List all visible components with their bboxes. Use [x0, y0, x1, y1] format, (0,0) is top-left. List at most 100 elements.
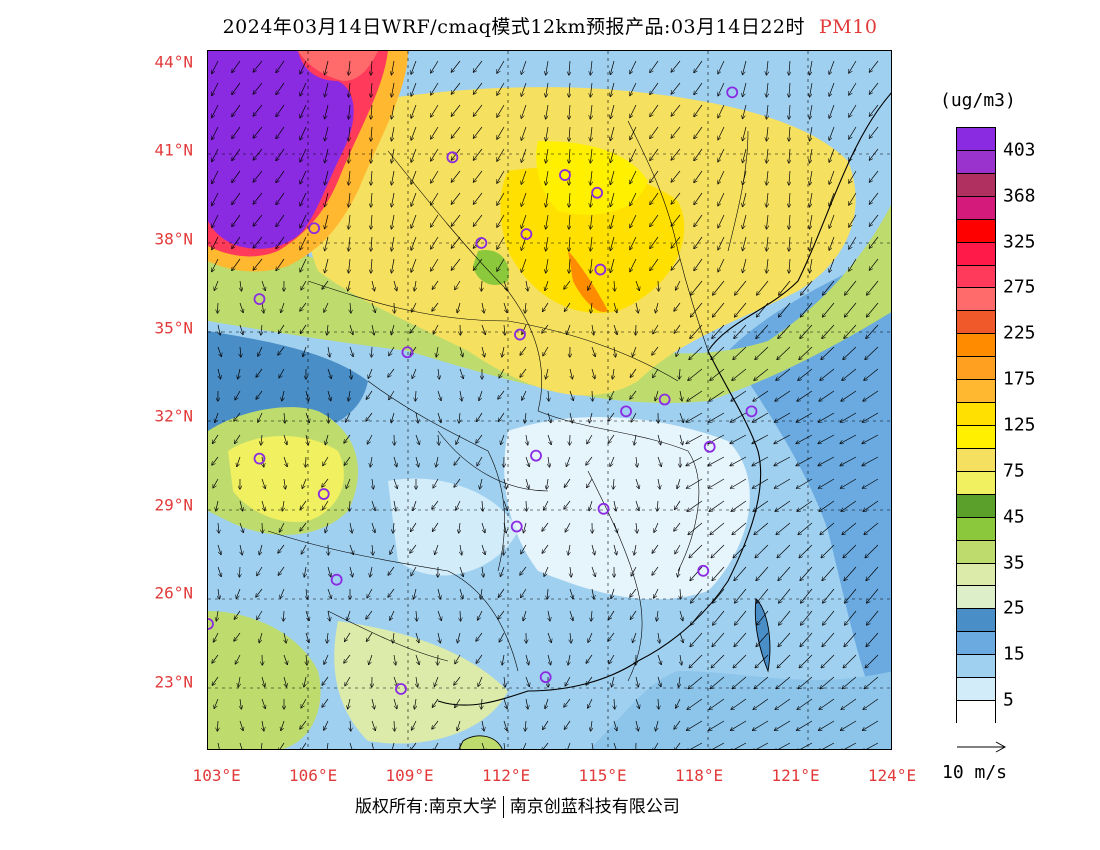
- wind-arrow: [460, 610, 461, 621]
- wind-arrow: [775, 500, 791, 511]
- wind-arrow: [276, 236, 285, 249]
- wind-arrow: [411, 258, 417, 272]
- wind-arrow: [820, 676, 835, 689]
- wind-arrow: [547, 412, 551, 423]
- wind-arrow: [862, 434, 879, 444]
- wind-arrow: [819, 390, 835, 401]
- wind-arrow: [325, 214, 329, 229]
- wind-arrow: [810, 214, 813, 229]
- wind-arrow: [410, 742, 417, 749]
- wind-arrow: [775, 390, 791, 401]
- wind-arrow: [779, 588, 791, 603]
- wind-arrow: [818, 412, 835, 422]
- wind-arrow: [842, 368, 857, 380]
- wind-arrow: [841, 500, 857, 511]
- wind-arrow: [776, 368, 791, 380]
- legend-swatch: [957, 563, 995, 587]
- wind-arrow: [694, 258, 703, 270]
- wind-arrow: [829, 60, 835, 74]
- wind-arrow: [391, 258, 395, 273]
- wind-arrow: [686, 456, 703, 466]
- wind-arrow: [863, 500, 879, 511]
- wind-arrow: [689, 346, 703, 359]
- wind-arrow: [520, 368, 527, 377]
- wind-arrow: [481, 324, 485, 334]
- wind-arrow: [349, 126, 350, 141]
- wind-arrow: [753, 698, 769, 709]
- wind-arrow: [388, 566, 395, 575]
- wind-arrow: [630, 588, 637, 597]
- wind-arrow: [869, 170, 879, 182]
- wind-arrow: [566, 456, 571, 466]
- wind-arrow: [587, 478, 593, 487]
- legend-swatch: [957, 425, 995, 449]
- wind-arrow: [300, 126, 307, 140]
- wind-arrow: [635, 500, 639, 511]
- wind-arrow: [372, 280, 375, 291]
- wind-arrow: [778, 566, 791, 580]
- wind-arrow: [482, 720, 484, 731]
- wind-arrow: [457, 632, 461, 643]
- wind-arrow: [239, 522, 243, 532]
- wind-arrow: [743, 192, 747, 207]
- wind-arrow: [810, 170, 813, 185]
- wind-arrow: [718, 82, 725, 96]
- wind-arrow: [609, 654, 615, 664]
- wind-arrow: [821, 544, 835, 558]
- wind-arrow: [674, 522, 681, 531]
- wind-arrow: [591, 610, 592, 621]
- wind-arrow: [869, 148, 879, 160]
- wind-arrow: [843, 346, 857, 359]
- wind-arrow: [608, 632, 615, 641]
- wind-arrow: [503, 698, 507, 708]
- wind-arrow: [631, 412, 637, 422]
- legend-label: 75: [1003, 460, 1025, 482]
- wind-arrow: [679, 368, 680, 379]
- wind-arrow: [235, 390, 241, 400]
- wind-arrow: [590, 60, 592, 75]
- wind-arrow: [345, 676, 351, 686]
- wind-arrow: [718, 148, 725, 162]
- wind-arrow: [322, 478, 329, 487]
- wind-arrow: [590, 214, 592, 229]
- wind-arrow: [613, 544, 617, 555]
- legend-swatch: [957, 609, 995, 633]
- wind-arrow: [411, 82, 417, 96]
- wind-arrow: [460, 390, 462, 401]
- wind-arrow: [324, 654, 329, 664]
- wind-arrow: [325, 82, 329, 97]
- wind-arrow: [679, 610, 683, 621]
- wind-arrow: [849, 192, 857, 205]
- wind-arrow: [305, 632, 309, 643]
- lon-label: 118°E: [674, 766, 724, 785]
- wind-arrow: [459, 412, 460, 423]
- wind-arrow: [371, 720, 375, 730]
- wind-arrow: [481, 280, 482, 291]
- wind-arrow: [754, 676, 769, 689]
- wind-arrow: [592, 588, 594, 599]
- wind-arrow: [823, 280, 835, 295]
- wind-arrow: [589, 412, 593, 423]
- wind-arrow: [671, 258, 681, 270]
- wind-arrow: [712, 566, 725, 580]
- wind-arrow: [680, 588, 681, 599]
- wind-arrow: [411, 104, 417, 118]
- wind-arrow: [477, 412, 483, 421]
- wind-arrow: [345, 412, 351, 422]
- wind-arrow: [711, 544, 725, 558]
- wind-arrow: [234, 610, 241, 619]
- wind-arrow: [525, 302, 526, 313]
- wind-arrow: [497, 82, 505, 95]
- wind-arrow: [300, 60, 307, 74]
- wind-arrow: [691, 280, 703, 295]
- wind-arrow: [521, 148, 527, 162]
- wind-arrow: [253, 60, 263, 72]
- wind-arrow: [547, 632, 551, 642]
- wind-arrow: [731, 390, 747, 401]
- wind-arrow: [212, 456, 219, 465]
- station-marker: [253, 293, 266, 306]
- wind-arrow: [608, 434, 615, 443]
- wind-arrow: [840, 742, 857, 749]
- wind-arrow: [676, 280, 681, 290]
- wind-arrow: [212, 192, 219, 206]
